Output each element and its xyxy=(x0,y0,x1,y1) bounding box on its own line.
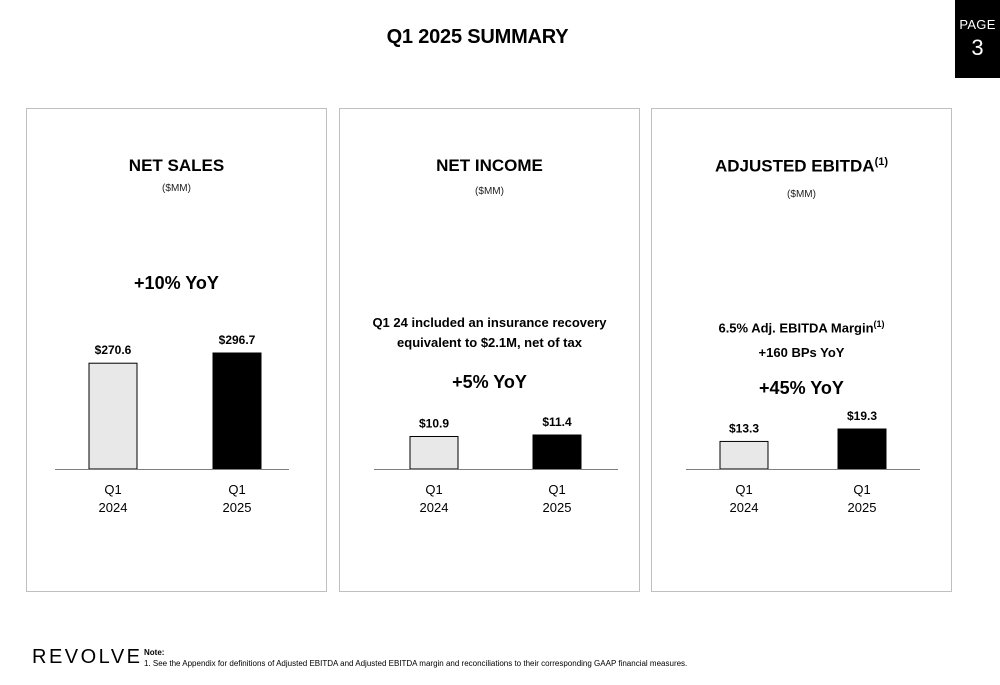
page-badge: PAGE 3 xyxy=(955,0,1000,78)
panel-title-text: NET SALES xyxy=(128,156,225,175)
note-line: equivalent to $2.1M, net of tax xyxy=(397,335,582,350)
panel-title-text: NET INCOME xyxy=(436,156,543,175)
net-sales-chart: $270.6 Q1 2024 $296.7 Q1 2025 xyxy=(55,333,289,515)
page-title: Q1 2025 SUMMARY xyxy=(386,26,569,48)
panel-unit: ($MM) xyxy=(475,186,504,197)
category-tick-label: 2025 xyxy=(848,500,877,515)
net-sales-panel: NET SALES ($MM) +10% YoY $270.6 Q1 2024 $29… xyxy=(26,108,327,592)
page-badge-label: PAGE xyxy=(959,17,996,32)
panel-note: 6.5% Adj. EBITDA Margin(1) +160 BPs YoY xyxy=(652,314,951,363)
revolve-logo: REVOLVE xyxy=(32,646,143,668)
bar-q1-2025 xyxy=(532,434,582,470)
category-tick-label: 2024 xyxy=(730,500,759,515)
title-footnote-ref: (1) xyxy=(874,156,889,168)
category-tick-label: 2024 xyxy=(420,500,449,515)
category-tick-label: 2024 xyxy=(99,500,128,515)
net-income-chart: $10.9 Q1 2024 $11.4 Q1 2025 xyxy=(374,415,618,515)
data-label: $11.4 xyxy=(542,415,572,429)
category-tick-label: Q1 xyxy=(735,482,752,497)
growth-label: +5% YoY xyxy=(452,372,527,392)
category-tick-label: Q1 xyxy=(853,482,870,497)
data-label: $10.9 xyxy=(419,416,449,430)
footer-note-heading: Note: xyxy=(144,648,165,657)
bar-q1-2024 xyxy=(88,362,138,470)
page-number: 3 xyxy=(971,35,984,60)
growth-label: +10% YoY xyxy=(134,273,219,293)
panel-title: NET SALES xyxy=(27,156,326,176)
panel-title: NET INCOME xyxy=(340,156,639,176)
panel-unit: ($MM) xyxy=(162,183,191,194)
category-tick-label: Q1 xyxy=(104,482,121,497)
category-tick-label: Q1 xyxy=(548,482,565,497)
panel-title-text: ADJUSTED EBITDA xyxy=(714,156,875,176)
note-line-text: 6.5% Adj. EBITDA Margin xyxy=(718,320,874,336)
panel-title: ADJUSTED EBITDA(1) xyxy=(652,156,951,177)
data-label: $13.3 xyxy=(729,421,759,435)
note-line: +160 BPs YoY xyxy=(758,345,845,361)
bar-q1-2024 xyxy=(719,440,769,470)
note-footnote-ref: (1) xyxy=(873,319,885,329)
net-income-panel: NET INCOME ($MM) Q1 24 included an insur… xyxy=(339,108,640,592)
panel-note: Q1 24 included an insurance recovery equ… xyxy=(340,313,639,353)
bar-q1-2024 xyxy=(409,435,459,470)
data-label: $19.3 xyxy=(847,409,877,423)
bar-q1-2025 xyxy=(837,428,887,470)
footer-note-text: 1. See the Appendix for definitions of A… xyxy=(144,659,688,668)
data-label: $296.7 xyxy=(219,333,256,347)
adjusted-ebitda-chart: $13.3 Q1 2024 $19.3 Q1 2025 xyxy=(686,409,920,515)
category-tick-label: Q1 xyxy=(425,482,442,497)
category-tick-label: Q1 xyxy=(228,482,245,497)
bar-q1-2025 xyxy=(212,352,262,470)
category-tick-label: 2025 xyxy=(223,500,252,515)
panel-unit: ($MM) xyxy=(787,189,816,200)
data-label: $270.6 xyxy=(95,343,132,357)
adjusted-ebitda-panel: ADJUSTED EBITDA(1) ($MM) 6.5% Adj. EBITD… xyxy=(651,108,952,592)
note-line: 6.5% Adj. EBITDA Margin(1) xyxy=(652,314,951,338)
note-line: Q1 24 included an insurance recovery xyxy=(372,315,607,330)
growth-label: +45% YoY xyxy=(759,378,844,398)
category-tick-label: 2025 xyxy=(543,500,572,515)
footer-note: Note: 1. See the Appendix for definition… xyxy=(144,647,687,669)
